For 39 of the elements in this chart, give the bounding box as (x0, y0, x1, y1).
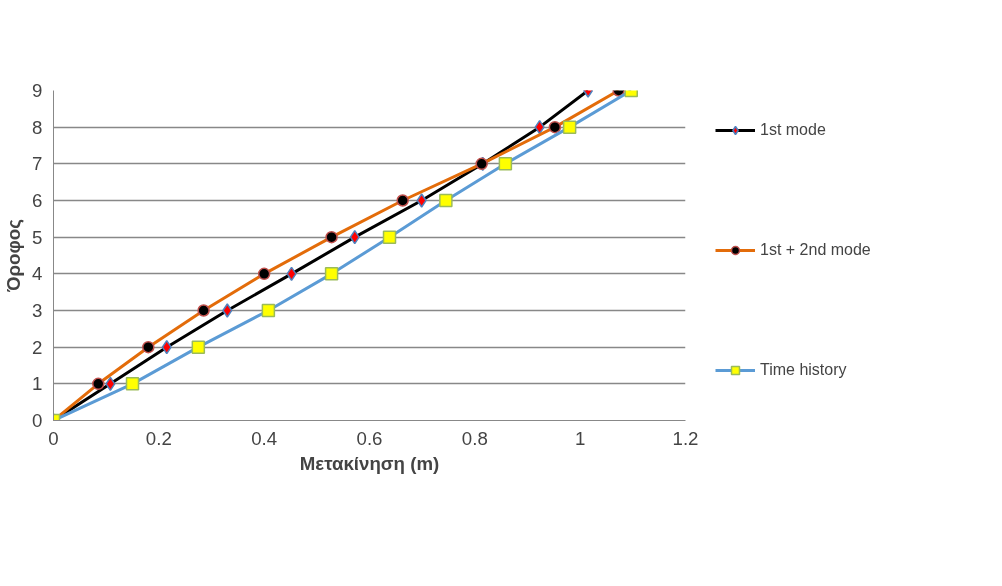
y-tick-label: 6 (32, 190, 43, 211)
point (324, 267, 339, 281)
point (439, 193, 453, 208)
point (92, 377, 105, 391)
point (396, 194, 409, 207)
x-tick-label: 1 (574, 427, 586, 449)
point (191, 340, 206, 354)
y-tick-label: 5 (32, 226, 43, 248)
y-tick-label: 4 (32, 263, 43, 285)
x-tick-label: 1.2 (672, 427, 699, 449)
x-tick-label: 0.6 (356, 427, 383, 449)
point (125, 377, 140, 391)
point (498, 157, 513, 171)
point (257, 267, 271, 281)
y-tick-label: 2 (32, 336, 43, 358)
point (222, 303, 233, 318)
x-axis-title: Μετακίνηση (m) (299, 452, 440, 474)
y-axis-title: Όροφος (3, 219, 25, 293)
y-tick-label: 0 (32, 410, 43, 431)
y-tick-label: 7 (32, 153, 43, 175)
x-tick-label: 0 (48, 427, 59, 449)
legend-label: Time history (760, 361, 847, 379)
y-tick-label: 1 (32, 373, 43, 395)
point (325, 230, 338, 244)
point (261, 303, 276, 318)
y-tick-label: 3 (32, 300, 43, 321)
x-tick-label: 0.8 (461, 427, 488, 449)
point (197, 304, 210, 317)
x-tick-label: 0.4 (251, 427, 278, 449)
legend-label: 1st mode (760, 121, 826, 139)
point (416, 193, 427, 208)
point (548, 120, 562, 134)
point (382, 230, 397, 244)
x-tick-label: 0.2 (145, 427, 172, 449)
legend-label: 1st + 2nd mode (760, 241, 871, 259)
y-tick-label: 9 (32, 80, 43, 101)
point (142, 340, 155, 354)
point (562, 120, 577, 134)
y-tick-label: 8 (32, 116, 43, 138)
